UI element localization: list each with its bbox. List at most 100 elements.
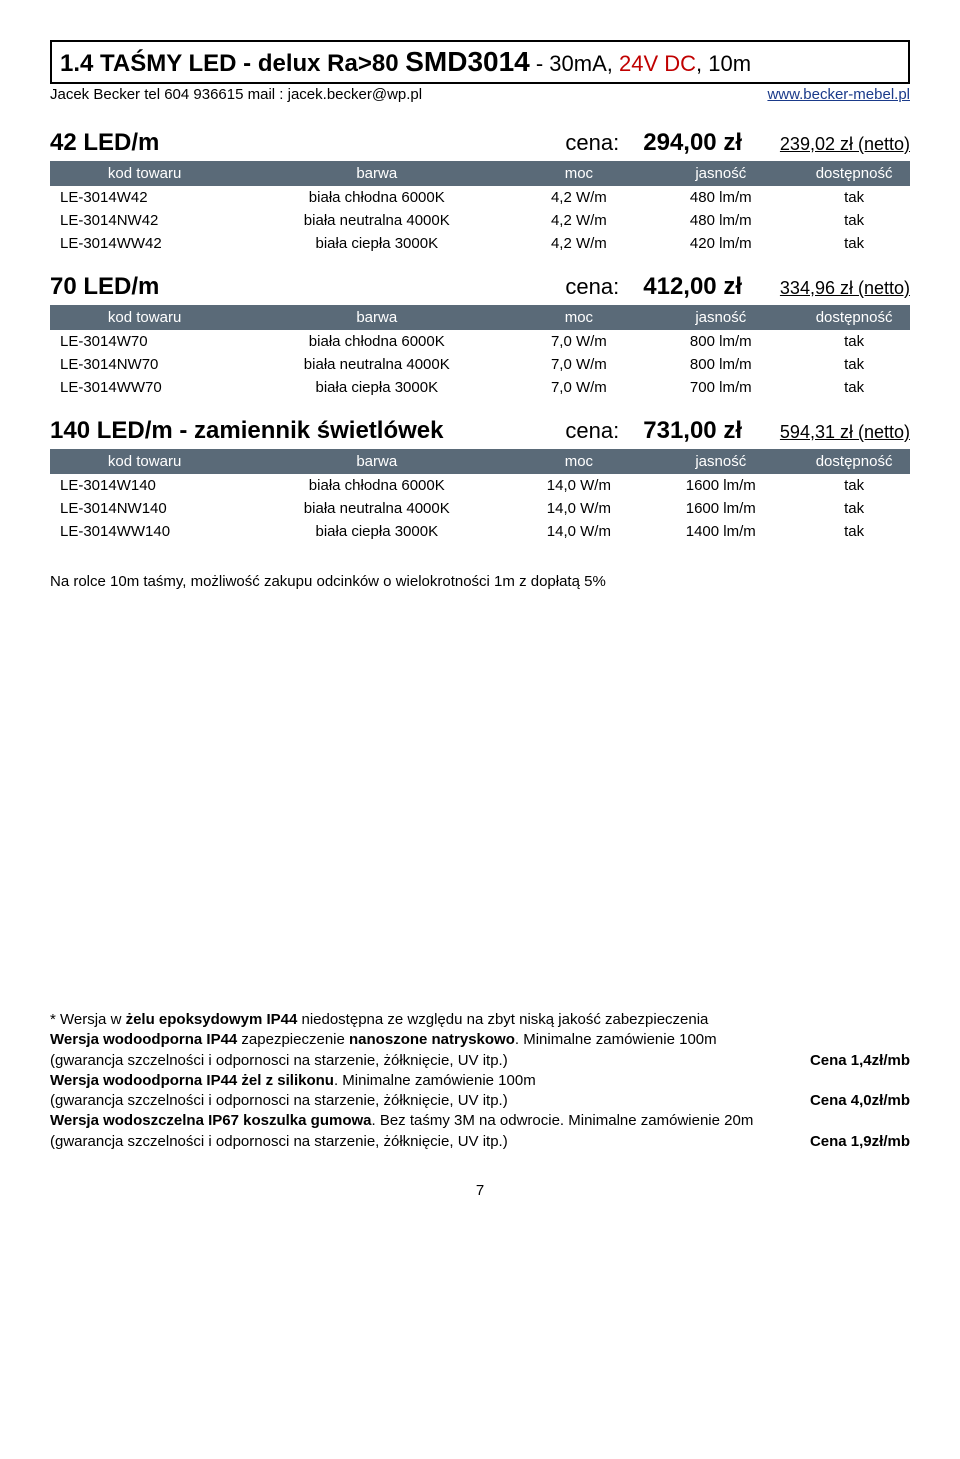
table-cell: biała chłodna 6000K [239, 330, 514, 353]
section-netto: 239,02 zł (netto) [760, 134, 910, 155]
table-row: LE-3014NW42biała neutralna 4000K4,2 W/m4… [50, 209, 910, 232]
table-cell: biała neutralna 4000K [239, 209, 514, 232]
table-cell: 4,2 W/m [514, 232, 643, 255]
section-netto: 594,31 zł (netto) [760, 422, 910, 443]
page-number: 7 [50, 1182, 910, 1199]
table-cell: tak [798, 376, 910, 399]
table-cell: tak [798, 209, 910, 232]
table-cell: 14,0 W/m [514, 474, 643, 497]
page-title: 1.4 TAŚMY LED - delux Ra>80 SMD3014 - 30… [50, 40, 910, 84]
footer-line4b: (gwarancja szczelności i odpornosci na s… [50, 1132, 508, 1152]
table-cell: tak [798, 520, 910, 543]
section-head: 140 LED/m - zamiennik świetlówekcena:731… [50, 417, 910, 445]
table-cell: biała ciepła 3000K [239, 376, 514, 399]
table-cell: 7,0 W/m [514, 376, 643, 399]
contact-row: Jacek Becker tel 604 936615 mail : jacek… [50, 84, 910, 111]
footer-price3: Cena 4,0zł/mb [810, 1091, 910, 1111]
footer-price4: Cena 1,9zł/mb [810, 1132, 910, 1152]
col-header: jasność [643, 161, 798, 186]
table-cell: biała chłodna 6000K [239, 474, 514, 497]
col-header: moc [514, 305, 643, 330]
table-row: LE-3014NW140biała neutralna 4000K14,0 W/… [50, 497, 910, 520]
table-cell: LE-3014WW42 [50, 232, 239, 255]
col-header: jasność [643, 449, 798, 474]
cena-label: cena: [159, 274, 643, 300]
table-cell: 4,2 W/m [514, 209, 643, 232]
table-cell: tak [798, 353, 910, 376]
table-cell: LE-3014NW140 [50, 497, 239, 520]
section-netto: 334,96 zł (netto) [760, 278, 910, 299]
table-cell: LE-3014W70 [50, 330, 239, 353]
title-part2: SMD3014 [405, 46, 530, 77]
table-cell: 800 lm/m [643, 353, 798, 376]
table-row: LE-3014W42biała chłodna 6000K4,2 W/m480 … [50, 186, 910, 209]
table-row: LE-3014W140biała chłodna 6000K14,0 W/m16… [50, 474, 910, 497]
table-cell: LE-3014WW70 [50, 376, 239, 399]
col-header: jasność [643, 305, 798, 330]
footer-line1: * Wersja w żelu epoksydowym IP44 niedost… [50, 1010, 910, 1030]
cena-label: cena: [443, 418, 643, 444]
table-row: LE-3014NW70biała neutralna 4000K7,0 W/m8… [50, 353, 910, 376]
table-cell: 480 lm/m [643, 186, 798, 209]
table-cell: biała chłodna 6000K [239, 186, 514, 209]
title-part5: , 10m [696, 51, 751, 76]
table-row: LE-3014W70biała chłodna 6000K7,0 W/m800 … [50, 330, 910, 353]
col-header: kod towaru [50, 305, 239, 330]
cena-label: cena: [159, 130, 643, 156]
footer-block: * Wersja w żelu epoksydowym IP44 niedost… [50, 1010, 910, 1152]
col-header: barwa [239, 449, 514, 474]
product-table: kod towarubarwamocjasnośćdostępnośćLE-30… [50, 305, 910, 399]
table-cell: 14,0 W/m [514, 520, 643, 543]
table-cell: 1600 lm/m [643, 474, 798, 497]
section-head: 70 LED/mcena:412,00 zł334,96 zł (netto) [50, 273, 910, 301]
section-label: 140 LED/m - zamiennik świetlówek [50, 417, 443, 445]
col-header: dostępność [798, 305, 910, 330]
footer-line2b: (gwarancja szczelności i odpornosci na s… [50, 1051, 508, 1071]
table-row: LE-3014WW70biała ciepła 3000K7,0 W/m700 … [50, 376, 910, 399]
footer-line3b: (gwarancja szczelności i odpornosci na s… [50, 1091, 508, 1111]
table-cell: LE-3014W140 [50, 474, 239, 497]
table-row: LE-3014WW140biała ciepła 3000K14,0 W/m14… [50, 520, 910, 543]
section-price: 294,00 zł [643, 129, 760, 157]
table-cell: LE-3014NW70 [50, 353, 239, 376]
section-head: 42 LED/mcena:294,00 zł239,02 zł (netto) [50, 129, 910, 157]
table-cell: 420 lm/m [643, 232, 798, 255]
table-cell: LE-3014W42 [50, 186, 239, 209]
table-cell: 7,0 W/m [514, 353, 643, 376]
col-header: barwa [239, 305, 514, 330]
table-cell: LE-3014NW42 [50, 209, 239, 232]
section-price: 412,00 zł [643, 273, 760, 301]
section-price: 731,00 zł [643, 417, 760, 445]
table-cell: 700 lm/m [643, 376, 798, 399]
contact-link[interactable]: www.becker-mebel.pl [767, 86, 910, 103]
table-cell: biała ciepła 3000K [239, 520, 514, 543]
section-label: 70 LED/m [50, 273, 159, 301]
section-label: 42 LED/m [50, 129, 159, 157]
table-cell: biała neutralna 4000K [239, 353, 514, 376]
table-cell: 1600 lm/m [643, 497, 798, 520]
table-cell: 480 lm/m [643, 209, 798, 232]
table-cell: 800 lm/m [643, 330, 798, 353]
table-cell: tak [798, 474, 910, 497]
table-cell: tak [798, 232, 910, 255]
product-table: kod towarubarwamocjasnośćdostępnośćLE-30… [50, 449, 910, 543]
table-cell: biała neutralna 4000K [239, 497, 514, 520]
table-cell: 4,2 W/m [514, 186, 643, 209]
col-header: dostępność [798, 449, 910, 474]
title-voltage: 24V DC [619, 51, 696, 76]
table-cell: tak [798, 186, 910, 209]
contact-left: Jacek Becker tel 604 936615 mail : jacek… [50, 86, 422, 103]
title-part1: 1.4 TAŚMY LED - delux Ra>80 [60, 50, 405, 77]
footer-line2a: Wersja wodoodporna IP44 zapezpieczenie n… [50, 1030, 910, 1050]
title-part3: - 30mA, [530, 51, 619, 76]
col-header: moc [514, 161, 643, 186]
note-text: Na rolce 10m taśmy, możliwość zakupu odc… [50, 573, 910, 590]
col-header: kod towaru [50, 449, 239, 474]
table-cell: LE-3014WW140 [50, 520, 239, 543]
col-header: dostępność [798, 161, 910, 186]
footer-line4a: Wersja wodoszczelna IP67 koszulka gumowa… [50, 1111, 910, 1131]
table-cell: 14,0 W/m [514, 497, 643, 520]
col-header: moc [514, 449, 643, 474]
table-cell: tak [798, 497, 910, 520]
table-cell: tak [798, 330, 910, 353]
